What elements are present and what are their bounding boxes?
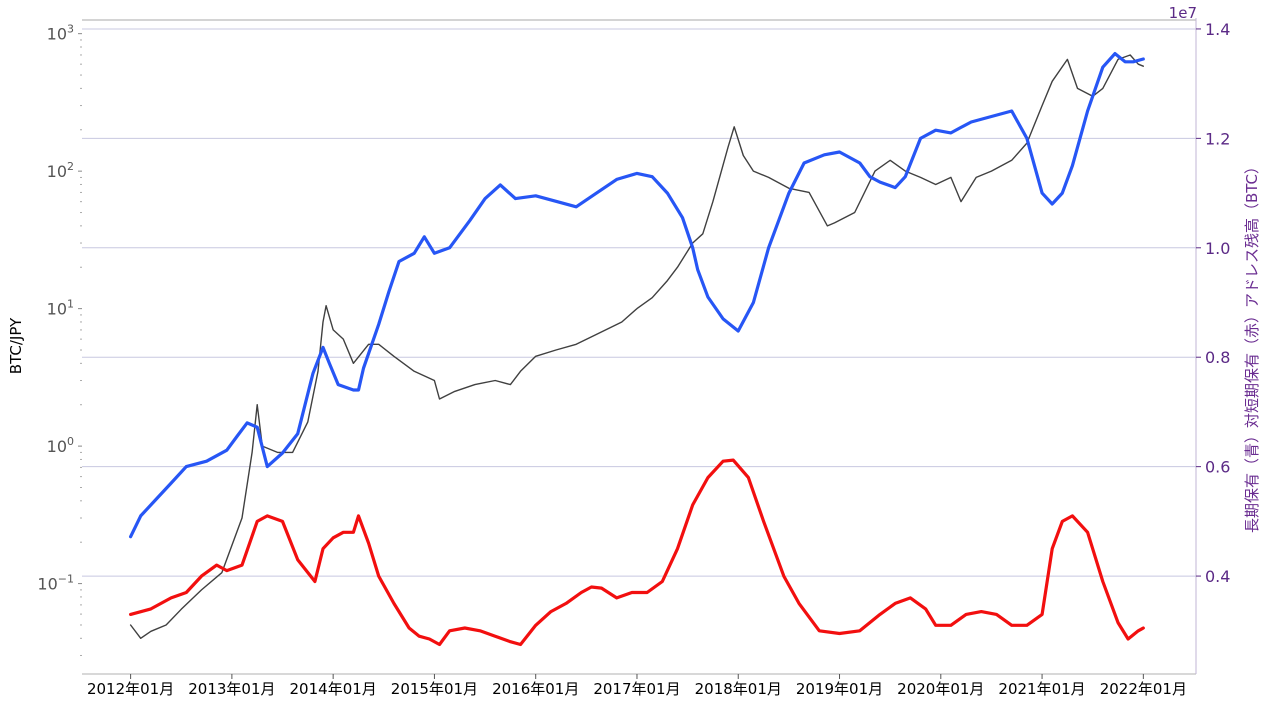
x-tick-label: 2017年01月 [593, 680, 680, 698]
x-tick-label: 2015年01月 [391, 680, 478, 698]
long-term-holder-line [129, 51, 1145, 539]
left-tick-label: 101 [47, 298, 74, 319]
right-tick-label: 0.4 [1205, 567, 1230, 586]
x-tick-label: 2018年01月 [695, 680, 782, 698]
x-axis-ticks: 2012年01月 2013年01月 2014年01月 2015年01月 2016年01月… [87, 674, 1187, 698]
x-tick-label: 2020年01月 [897, 680, 984, 698]
left-tick-label: 100 [47, 435, 74, 456]
x-tick-label: 2013年01月 [188, 680, 275, 698]
x-tick-label: 2014年01月 [290, 680, 377, 698]
left-tick-label: 103 [47, 23, 74, 44]
short-term-holder-line [129, 458, 1145, 647]
right-tick-label: 0.6 [1205, 458, 1230, 477]
left-axis-ticks: 103 102 101 100 10−1 [37, 23, 82, 656]
right-tick-label: 0.8 [1205, 348, 1230, 367]
right-axis-offset-label: 1e7 [1169, 4, 1197, 22]
right-tick-label: 1.4 [1205, 20, 1230, 39]
left-tick-label: 10−1 [37, 573, 74, 594]
y-axis-title-left: BTC/JPY [7, 317, 25, 374]
x-tick-label: 2016年01月 [492, 680, 579, 698]
x-tick-label: 2019年01月 [796, 680, 883, 698]
price-line [129, 54, 1145, 639]
y-axis-title-right: 長期保有（青）対短期保有（赤）アドレス残高（BTC） [1243, 159, 1261, 533]
right-tick-label: 1.0 [1205, 239, 1230, 258]
x-tick-label: 2012年01月 [87, 680, 174, 698]
right-axis-ticks: 0.4 0.6 0.8 1.0 1.2 1.4 [1196, 20, 1230, 586]
grid-lines [82, 19, 1196, 577]
series-layer [129, 51, 1145, 647]
x-tick-label: 2021年01月 [998, 680, 1085, 698]
right-tick-label: 1.2 [1205, 129, 1230, 148]
x-tick-label: 2022年01月 [1100, 680, 1187, 698]
left-tick-label: 102 [47, 160, 74, 181]
